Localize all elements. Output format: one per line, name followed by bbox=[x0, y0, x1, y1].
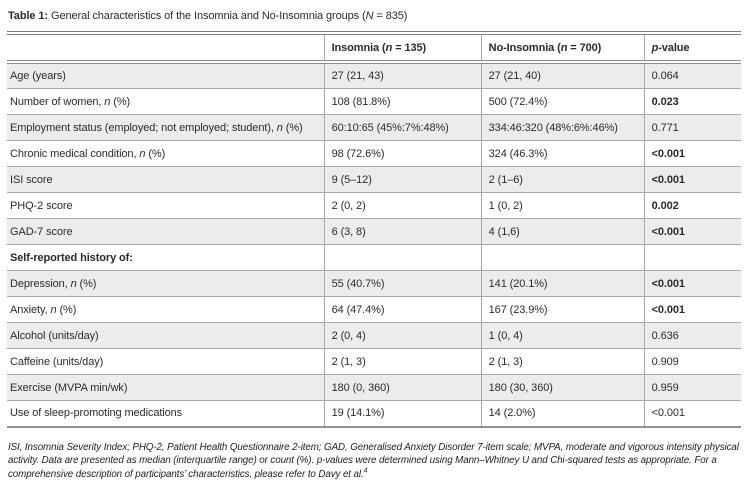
p-value-cell: 0.771 bbox=[643, 114, 741, 141]
table-row: Caffeine (units/day) 2 (1, 3) 2 (1, 3) 0… bbox=[7, 348, 741, 375]
insomnia-value-cell: 2 (1, 3) bbox=[323, 348, 482, 375]
p-value-cell: <0.001 bbox=[643, 400, 741, 428]
row-label-cell: Exercise (MVPA min/wk) bbox=[7, 374, 325, 401]
table-row: Anxiety, n (%) 64 (47.4%) 167 (23.9%) <0… bbox=[7, 296, 741, 323]
row-label-cell: Number of women, n (%) bbox=[7, 88, 325, 115]
characteristics-table: Insomnia (n = 135) No-Insomnia (n = 700)… bbox=[7, 31, 741, 428]
row-label-cell: Age (years) bbox=[7, 62, 325, 89]
table-title: Table 1: General characteristics of the … bbox=[8, 10, 741, 22]
no-insomnia-value-cell: 334:46:320 (48%:6%:46%) bbox=[480, 114, 645, 141]
no-insomnia-value-cell: 1 (0, 2) bbox=[480, 192, 645, 219]
insomnia-value-cell: 108 (81.8%) bbox=[323, 88, 482, 115]
no-insomnia-value-cell: 14 (2.0%) bbox=[480, 400, 645, 428]
column-header-pvalue: p-value bbox=[643, 33, 741, 64]
insomnia-value-cell: 6 (3, 8) bbox=[323, 218, 482, 245]
reference-superscript: 4 bbox=[363, 467, 368, 475]
p-value-cell: <0.001 bbox=[643, 296, 741, 323]
column-header-no-insomnia: No-Insomnia (n = 700) bbox=[480, 33, 645, 64]
insomnia-value-cell bbox=[323, 244, 482, 271]
table-row: PHQ-2 score 2 (0, 2) 1 (0, 2) 0.002 bbox=[7, 192, 741, 219]
insomnia-value-cell: 98 (72.6%) bbox=[323, 140, 482, 167]
row-label-cell: Self-reported history of: bbox=[7, 244, 325, 271]
table-row: Age (years) 27 (21, 43) 27 (21, 40) 0.06… bbox=[7, 62, 741, 89]
row-label-cell: Alcohol (units/day) bbox=[7, 322, 325, 349]
no-insomnia-value-cell: 141 (20.1%) bbox=[480, 270, 645, 297]
no-insomnia-value-cell: 324 (46.3%) bbox=[480, 140, 645, 167]
row-label-cell: Depression, n (%) bbox=[7, 270, 325, 297]
p-value-cell: 0.002 bbox=[643, 192, 741, 219]
row-label-cell: Chronic medical condition, n (%) bbox=[7, 140, 325, 167]
p-value-cell: 0.909 bbox=[643, 348, 741, 375]
table-row: Depression, n (%) 55 (40.7%) 141 (20.1%)… bbox=[7, 270, 741, 297]
table-row: Self-reported history of: bbox=[7, 244, 741, 271]
no-insomnia-value-cell bbox=[480, 244, 645, 271]
table-row: Chronic medical condition, n (%) 98 (72.… bbox=[7, 140, 741, 167]
table-row: ISI score 9 (5–12) 2 (1–6) <0.001 bbox=[7, 166, 741, 193]
insomnia-value-cell: 180 (0, 360) bbox=[323, 374, 482, 401]
row-label-cell: Employment status (employed; not employe… bbox=[7, 114, 325, 141]
table-number-label: Table 1: bbox=[8, 10, 48, 22]
table-footnote: ISI, Insomnia Severity Index; PHQ-2, Pat… bbox=[8, 441, 739, 480]
p-value-cell: <0.001 bbox=[643, 270, 741, 297]
table-row: GAD-7 score 6 (3, 8) 4 (1,6) <0.001 bbox=[7, 218, 741, 245]
table-row: Use of sleep-promoting medications 19 (1… bbox=[7, 400, 741, 428]
insomnia-value-cell: 19 (14.1%) bbox=[323, 400, 482, 428]
p-value-cell: 0.636 bbox=[643, 322, 741, 349]
no-insomnia-value-cell: 2 (1, 3) bbox=[480, 348, 645, 375]
row-label-cell: Use of sleep-promoting medications bbox=[7, 400, 325, 428]
insomnia-value-cell: 2 (0, 4) bbox=[323, 322, 482, 349]
row-label-cell: ISI score bbox=[7, 166, 325, 193]
no-insomnia-value-cell: 4 (1,6) bbox=[480, 218, 645, 245]
insomnia-value-cell: 64 (47.4%) bbox=[323, 296, 482, 323]
column-header-variable bbox=[7, 33, 325, 64]
p-value-cell: <0.001 bbox=[643, 218, 741, 245]
p-value-cell: 0.959 bbox=[643, 374, 741, 401]
insomnia-value-cell: 9 (5–12) bbox=[323, 166, 482, 193]
no-insomnia-value-cell: 2 (1–6) bbox=[480, 166, 645, 193]
table-title-text: General characteristics of the Insomnia … bbox=[51, 10, 408, 22]
insomnia-value-cell: 2 (0, 2) bbox=[323, 192, 482, 219]
header-row: Insomnia (n = 135) No-Insomnia (n = 700)… bbox=[7, 33, 741, 64]
no-insomnia-value-cell: 167 (23.9%) bbox=[480, 296, 645, 323]
insomnia-value-cell: 27 (21, 43) bbox=[323, 62, 482, 89]
row-label-cell: Anxiety, n (%) bbox=[7, 296, 325, 323]
p-value-cell: <0.001 bbox=[643, 166, 741, 193]
p-value-cell: 0.064 bbox=[643, 62, 741, 89]
p-value-cell bbox=[643, 244, 741, 271]
no-insomnia-value-cell: 27 (21, 40) bbox=[480, 62, 645, 89]
no-insomnia-value-cell: 180 (30, 360) bbox=[480, 374, 645, 401]
p-value-cell: 0.023 bbox=[643, 88, 741, 115]
table-row: Alcohol (units/day) 2 (0, 4) 1 (0, 4) 0.… bbox=[7, 322, 741, 349]
p-value-cell: <0.001 bbox=[643, 140, 741, 167]
row-label-cell: Caffeine (units/day) bbox=[7, 348, 325, 375]
row-label-cell: PHQ-2 score bbox=[7, 192, 325, 219]
table-row: Exercise (MVPA min/wk) 180 (0, 360) 180 … bbox=[7, 374, 741, 401]
no-insomnia-value-cell: 500 (72.4%) bbox=[480, 88, 645, 115]
insomnia-value-cell: 60:10:65 (45%:7%:48%) bbox=[323, 114, 482, 141]
column-header-insomnia: Insomnia (n = 135) bbox=[323, 33, 482, 64]
insomnia-value-cell: 55 (40.7%) bbox=[323, 270, 482, 297]
row-label-cell: GAD-7 score bbox=[7, 218, 325, 245]
no-insomnia-value-cell: 1 (0, 4) bbox=[480, 322, 645, 349]
table-row: Employment status (employed; not employe… bbox=[7, 114, 741, 141]
table-row: Number of women, n (%) 108 (81.8%) 500 (… bbox=[7, 88, 741, 115]
